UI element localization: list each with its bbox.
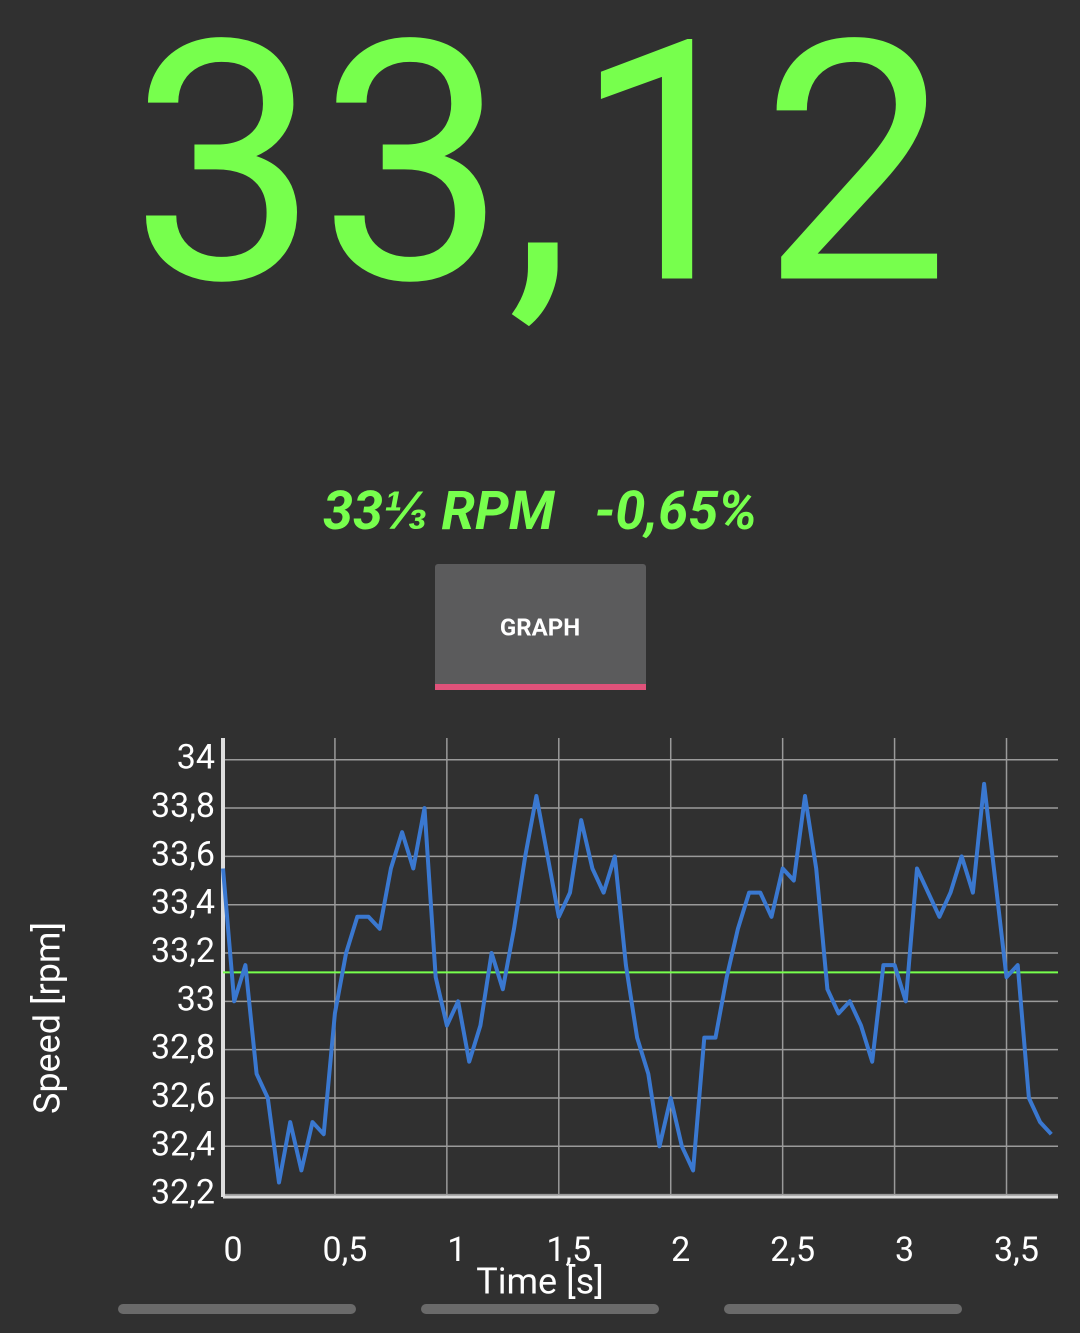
y-tick-label: 32,4: [151, 1124, 215, 1164]
y-tick-label: 33,6: [151, 834, 215, 874]
x-tick-label: 1: [447, 1230, 466, 1270]
chart: 32,2 32,4 32,6 32,8 33 33,2 33,4 33,6 33,8 34 0 0,5…: [27, 738, 1058, 1303]
y-tick-label: 33,8: [151, 786, 215, 826]
x-tick-label: 0: [223, 1230, 242, 1270]
reading: 33,12: [130, 0, 949, 361]
scroll-indicator: [118, 1304, 356, 1314]
x-tick-label: 0,5: [322, 1230, 367, 1270]
deviation: -0,65%: [595, 480, 757, 543]
x-tick-label: 2,5: [770, 1230, 815, 1270]
x-tick-label: 3,5: [994, 1230, 1039, 1270]
x-tick-label: 3: [895, 1230, 914, 1270]
graph-button[interactable]: GRAPH: [435, 564, 646, 690]
target: 33⅓ RPM: [323, 480, 556, 543]
scroll-indicator: [724, 1304, 962, 1314]
x-tick-label: 2: [671, 1230, 690, 1270]
data-line: [221, 781, 1053, 1185]
button-label[interactable]: GRAPH: [500, 613, 580, 641]
y-tick-label: 32,8: [151, 1028, 215, 1068]
button-indicator: [435, 684, 646, 690]
y-tick-label: 33,4: [151, 883, 215, 923]
y-tick-label: 34: [177, 738, 215, 778]
button-body[interactable]: [435, 564, 646, 690]
y-tick-label: 32,2: [151, 1173, 215, 1213]
status: 33⅓ RPM -0,65%: [323, 480, 757, 543]
y-axis-title: Speed [rpm]: [27, 922, 69, 1114]
scroll-indicator: [421, 1304, 659, 1314]
x-axis-title: Time [s]: [476, 1261, 604, 1303]
y-tick-label: 32,6: [151, 1076, 215, 1116]
y-tick-label: 33,2: [151, 931, 215, 971]
y-tick-label: 33: [177, 979, 215, 1019]
x-tick-label: 1,5: [546, 1230, 591, 1270]
